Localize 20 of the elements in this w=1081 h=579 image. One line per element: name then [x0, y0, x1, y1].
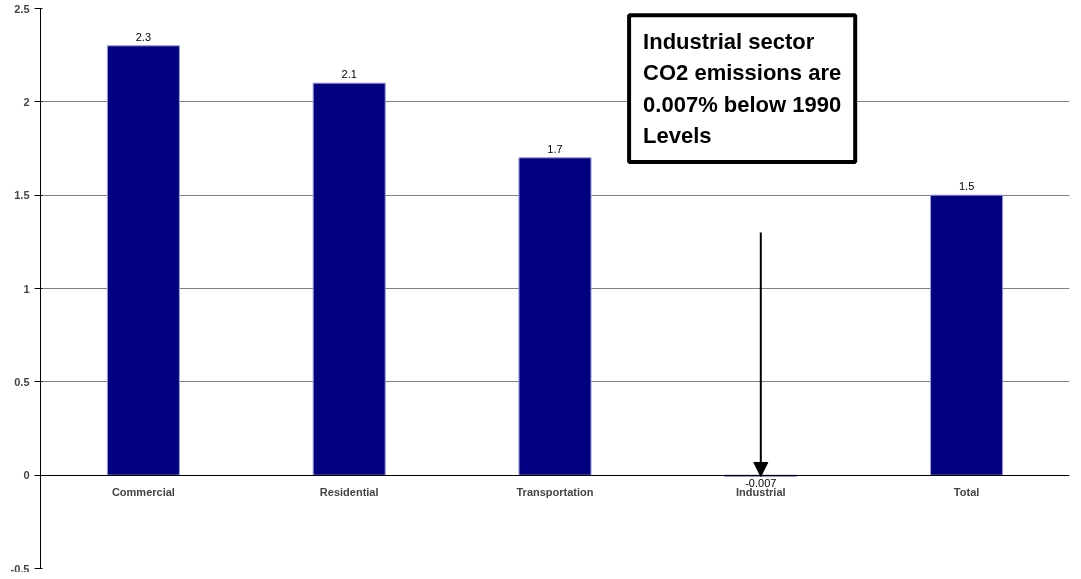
data-label: 2.3	[135, 30, 152, 43]
x-tick-label: Transportation	[516, 486, 594, 499]
bar	[930, 194, 1004, 476]
y-tick-label: -0.5	[10, 562, 30, 575]
y-tick-label: 2	[23, 95, 30, 108]
y-tick-label: 1.5	[14, 189, 30, 202]
x-tick-label: Commercial	[111, 486, 175, 499]
bar	[518, 157, 592, 476]
data-label: 2.1	[341, 68, 357, 81]
x-tick-label: Total	[953, 486, 980, 499]
data-label: 1.7	[547, 142, 563, 155]
data-label: 1.5	[958, 180, 975, 193]
x-tick-label: Residential	[319, 486, 379, 499]
y-tick-label: 2.5	[14, 2, 30, 15]
y-tick-label: 1	[23, 282, 30, 295]
annotation: Industrial sector CO2 emissions are 0.007% below 1990 Levels	[643, 29, 842, 148]
bar	[106, 45, 180, 476]
bar	[312, 82, 386, 476]
y-tick-label: 0.5	[14, 375, 30, 388]
y-tick-label: 0	[23, 469, 30, 482]
